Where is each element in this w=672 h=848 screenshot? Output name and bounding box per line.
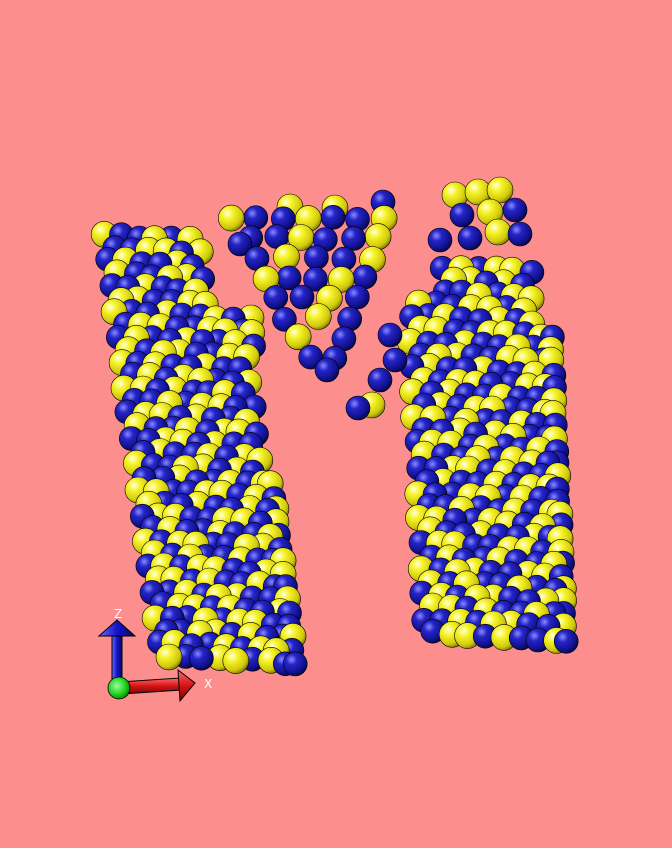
z-axis-arrowhead [97,619,137,637]
blue-atom [227,231,253,257]
blue-atom [367,367,393,393]
orientation-axes-widget: Z X [97,607,212,703]
yellow-atom [222,647,250,674]
z-axis-label: Z [114,607,122,621]
blue-atom [345,395,371,421]
blue-atom [341,226,366,251]
yellow-atom [486,176,514,204]
y-axis-origin-marker [107,676,131,700]
yellow-atom [155,643,183,671]
left-nanocrystal-slab [90,221,308,677]
yellow-atom [364,223,392,250]
blue-atom [427,227,453,253]
yellow-atom [284,323,312,351]
blue-atom [320,205,346,230]
blue-atom [303,266,328,292]
right-nanocrystal-slab [345,176,579,654]
blue-atom [314,357,340,383]
yellow-atom [484,218,512,246]
blue-atom [304,245,329,270]
blue-atom [189,645,214,671]
blue-atom [553,628,579,654]
blue-atom [344,284,370,310]
x-axis-label: X [204,677,212,691]
yellow-atom [304,303,332,330]
blue-atom [289,284,315,310]
x-axis-arrowhead [177,668,196,703]
blue-atom [382,347,408,373]
blue-atom [502,197,528,223]
yellow-atom [218,204,245,232]
blue-atom [377,322,403,348]
blue-atom [507,221,533,247]
blue-atom [282,651,308,677]
blue-atom [457,225,483,251]
central-triangular-fragment [218,189,398,383]
blue-atom [263,285,289,310]
blue-atom [272,306,297,332]
blue-atom [449,202,475,228]
